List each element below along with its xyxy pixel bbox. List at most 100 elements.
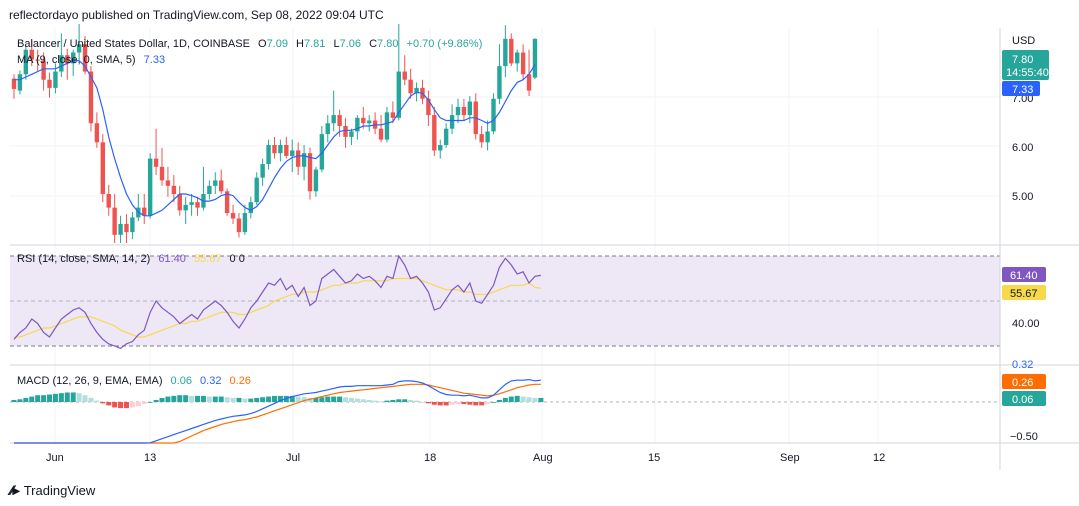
candle-body	[337, 115, 342, 126]
macd-histogram-bar	[141, 402, 147, 405]
macd-histogram-bar	[106, 402, 112, 406]
candle-body	[100, 142, 105, 195]
macd-signal-axis-badge: 0.26	[1012, 377, 1033, 389]
rsi-extra-values: 0 0	[230, 253, 245, 265]
macd-histogram-bar	[485, 402, 491, 405]
candle-body	[278, 145, 283, 154]
candle-body	[213, 180, 218, 186]
macd-histogram-bar	[236, 397, 242, 402]
candle-body	[224, 191, 230, 214]
candle-body	[242, 213, 248, 233]
grid-lines	[10, 28, 1000, 443]
price-tick: 6.00	[1012, 142, 1033, 154]
macd-histogram-bar	[378, 401, 384, 403]
macd-histogram-bar	[467, 402, 473, 405]
candle-body	[503, 38, 508, 67]
macd-histogram-bar	[425, 402, 431, 404]
macd-histogram-bar	[177, 395, 183, 402]
macd-line-legend-value: 0.32	[200, 375, 221, 387]
macd-line-axis-partial: 0.32	[1012, 359, 1033, 371]
macd-histogram-bar	[502, 397, 508, 402]
candle-body	[88, 71, 94, 124]
candle-body	[171, 185, 177, 195]
macd-histogram-bar	[538, 397, 544, 402]
candle-body	[491, 98, 496, 132]
macd-histogram-bar	[455, 402, 461, 405]
rsi-badge-bg	[1002, 267, 1046, 282]
macd-histogram-bar	[408, 399, 414, 402]
macd-histogram-bar	[348, 397, 354, 402]
candle-body	[284, 145, 289, 156]
candle-body	[325, 123, 330, 135]
candle-body	[443, 128, 449, 146]
macd-histogram-bar	[402, 399, 408, 402]
tradingview-brand[interactable]: ⁄∕▸ TradingView	[10, 482, 95, 499]
macd-histogram-bar	[384, 400, 390, 402]
macd-histogram-bar	[206, 396, 212, 402]
publish-info: reflectordayo published on TradingView.c…	[9, 8, 384, 22]
candle-body	[319, 134, 325, 170]
candle-body	[189, 202, 194, 205]
candle-body	[295, 150, 301, 167]
candle-body	[343, 125, 348, 137]
macd-histogram-bar	[520, 396, 526, 402]
candle-body	[497, 66, 502, 99]
candle-body	[207, 185, 212, 195]
macd-histogram-bar	[254, 397, 260, 402]
candle-body	[479, 134, 484, 143]
macd-histogram-bar	[189, 395, 195, 402]
macd-histogram-bar	[449, 402, 455, 405]
macd-histogram-bar	[76, 393, 82, 402]
last-price-badge: 7.80	[1012, 54, 1033, 66]
macd-histogram-bar	[248, 398, 254, 402]
high-value: 7.81	[304, 38, 325, 50]
candle-body	[515, 52, 520, 64]
candle-body	[390, 112, 396, 118]
candle-body	[526, 74, 532, 91]
macd-histogram-bar	[94, 400, 100, 402]
macd-histogram-bar	[242, 398, 248, 402]
macd-histogram-bar	[354, 398, 360, 402]
macd-histogram-bar	[390, 399, 396, 402]
legend-ma[interactable]: MA (9, close, 0, SMA, 5) 7.33	[17, 54, 165, 66]
macd-histogram-bar	[64, 392, 70, 402]
candle-body	[35, 59, 40, 61]
macd-histogram-bar	[147, 402, 153, 403]
legend-main[interactable]: Balancer / United States Dollar, 1D, COI…	[17, 38, 482, 50]
candle-body	[118, 223, 123, 235]
macd-histogram-bar	[508, 396, 514, 402]
macd-histogram-bar	[360, 399, 366, 402]
candle-body	[408, 79, 413, 94]
macd-histogram-bar	[491, 402, 497, 403]
rsi-ma-legend-value: 55.67	[194, 253, 222, 265]
ma-legend-value: 7.33	[144, 54, 165, 66]
macd-histogram-bar	[23, 397, 29, 402]
candle-body	[272, 145, 277, 154]
macd-histogram-bar	[301, 397, 307, 402]
candle-body	[313, 169, 319, 192]
macd-histogram-bar	[396, 399, 402, 402]
macd-histogram-bar	[112, 402, 118, 408]
macd-histogram-bar	[218, 396, 224, 402]
macd-histogram-bar	[437, 402, 443, 406]
open-value: 7.09	[267, 38, 288, 50]
close-value: 7.80	[377, 38, 398, 50]
rsi-legend-value: 61.40	[158, 253, 186, 265]
candle-body	[438, 145, 443, 151]
time-tick: Sep	[780, 452, 800, 464]
candle-body	[254, 177, 259, 203]
macd-histogram-bar	[431, 402, 437, 405]
time-tick: Jun	[46, 452, 64, 464]
tradingview-logo-icon: ⁄∕▸	[10, 482, 20, 498]
candle-body	[230, 213, 236, 219]
candle-body	[112, 207, 117, 235]
low-value: 7.06	[340, 38, 361, 50]
low-label: L	[333, 38, 339, 50]
macd-title: MACD (12, 26, 9, EMA, EMA)	[17, 375, 162, 387]
legend-macd[interactable]: MACD (12, 26, 9, EMA, EMA) 0.06 0.32 0.2…	[17, 375, 251, 387]
candle-body	[236, 218, 242, 233]
ma-price-badge: 7.33	[1012, 84, 1033, 96]
legend-rsi[interactable]: RSI (14, close, SMA, 14, 2) 61.40 55.67 …	[17, 253, 245, 265]
candle-body	[147, 158, 153, 216]
